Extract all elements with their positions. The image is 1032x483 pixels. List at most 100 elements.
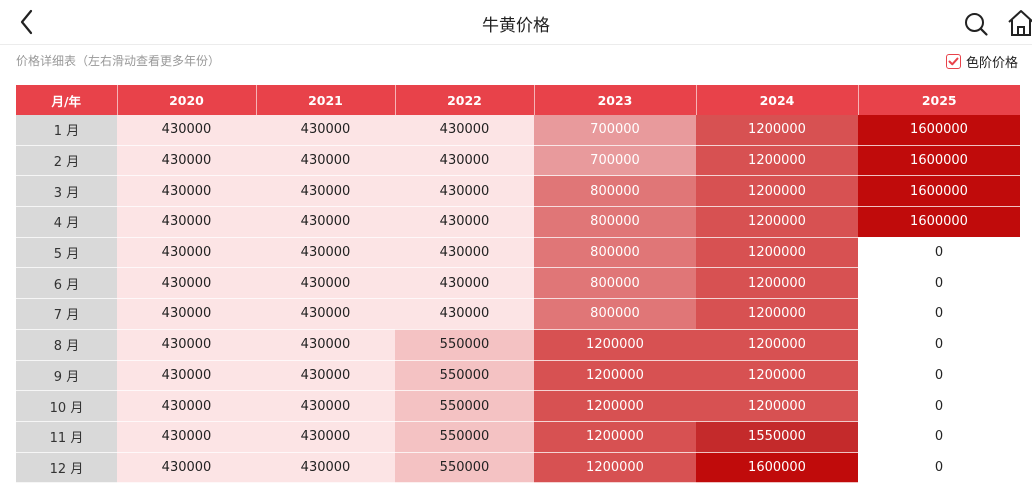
price-cell: 1600000 bbox=[858, 145, 1020, 177]
price-cell: 550000 bbox=[395, 421, 534, 453]
price-cell: 430000 bbox=[117, 329, 256, 361]
price-cell: 700000 bbox=[534, 145, 696, 177]
price-cell: 430000 bbox=[117, 421, 256, 453]
price-cell: 1600000 bbox=[696, 452, 858, 483]
price-cell: 430000 bbox=[117, 206, 256, 238]
price-cell: 550000 bbox=[395, 329, 534, 361]
search-button[interactable] bbox=[962, 10, 990, 38]
color-scale-checkbox[interactable] bbox=[946, 53, 961, 69]
price-cell: 1200000 bbox=[696, 360, 858, 392]
price-cell: 430000 bbox=[117, 360, 256, 392]
price-cell: 1200000 bbox=[696, 145, 858, 177]
month-cell: 9 月 bbox=[16, 360, 117, 392]
price-cell: 430000 bbox=[117, 115, 256, 146]
year-header: 2023 bbox=[534, 85, 697, 115]
table-header-row: 月/年 2020 2021 2022 2023 2024 2025 bbox=[16, 85, 1020, 115]
chevron-left-icon bbox=[20, 9, 33, 35]
home-button[interactable] bbox=[1006, 8, 1032, 38]
price-cell: 800000 bbox=[534, 237, 696, 269]
month-cell: 3 月 bbox=[16, 175, 117, 208]
price-cell: 430000 bbox=[117, 175, 256, 208]
price-cell: 0 bbox=[858, 237, 1020, 269]
price-cell: 1200000 bbox=[534, 390, 696, 422]
month-cell: 11 月 bbox=[16, 421, 117, 453]
month-cell: 7 月 bbox=[16, 298, 117, 330]
price-cell: 1600000 bbox=[858, 175, 1020, 208]
back-button[interactable] bbox=[14, 6, 42, 38]
table-row: 3 月 430000 430000 430000 800000 1200000 160000… bbox=[16, 175, 1020, 208]
price-cell: 430000 bbox=[117, 237, 256, 269]
table-row: 10 月 430000 430000 550000 1200000 1200000 0 bbox=[16, 390, 1020, 422]
year-header: 2022 bbox=[395, 85, 535, 115]
corner-header: 月/年 bbox=[16, 85, 118, 115]
price-cell: 430000 bbox=[395, 267, 534, 300]
price-cell: 550000 bbox=[395, 452, 534, 483]
price-cell: 550000 bbox=[395, 360, 534, 392]
table-row: 9 月 430000 430000 550000 1200000 1200000 0 bbox=[16, 360, 1020, 392]
table-row: 5 月 430000 430000 430000 800000 1200000 0 bbox=[16, 237, 1020, 269]
price-cell: 430000 bbox=[395, 298, 534, 330]
table-row: 12 月 430000 430000 550000 1200000 1600000 0 bbox=[16, 452, 1020, 483]
price-cell: 0 bbox=[858, 390, 1020, 422]
month-cell: 1 月 bbox=[16, 115, 117, 146]
price-cell: 430000 bbox=[395, 115, 534, 146]
price-cell: 550000 bbox=[395, 390, 534, 422]
price-cell: 430000 bbox=[256, 390, 395, 422]
table-row: 2 月 430000 430000 430000 700000 1200000 160000… bbox=[16, 145, 1020, 177]
home-icon bbox=[1008, 10, 1032, 36]
year-header: 2024 bbox=[696, 85, 859, 115]
price-cell: 430000 bbox=[256, 298, 395, 330]
price-cell: 430000 bbox=[395, 145, 534, 177]
table-row: 8 月 430000 430000 550000 1200000 1200000 0 bbox=[16, 329, 1020, 361]
table-row: 11 月 430000 430000 550000 1200000 1550000 0 bbox=[16, 421, 1020, 453]
price-cell: 430000 bbox=[256, 175, 395, 208]
year-header: 2021 bbox=[256, 85, 396, 115]
table-row: 1 月 430000 430000 430000 700000 1200000 160000… bbox=[16, 115, 1020, 146]
check-icon bbox=[948, 57, 959, 65]
price-cell: 1200000 bbox=[696, 390, 858, 422]
price-cell: 0 bbox=[858, 452, 1020, 483]
price-cell: 1550000 bbox=[696, 421, 858, 453]
price-cell: 430000 bbox=[395, 237, 534, 269]
price-cell: 1200000 bbox=[696, 298, 858, 330]
price-cell: 1200000 bbox=[696, 329, 858, 361]
price-cell: 1200000 bbox=[696, 237, 858, 269]
price-cell: 430000 bbox=[117, 267, 256, 300]
price-cell: 430000 bbox=[395, 206, 534, 238]
price-cell: 1200000 bbox=[534, 329, 696, 361]
price-cell: 800000 bbox=[534, 175, 696, 208]
year-header: 2025 bbox=[858, 85, 1020, 115]
price-cell: 430000 bbox=[395, 175, 534, 208]
price-cell: 1200000 bbox=[696, 115, 858, 146]
price-cell: 1200000 bbox=[696, 175, 858, 208]
price-cell: 430000 bbox=[256, 267, 395, 300]
price-cell: 1200000 bbox=[696, 206, 858, 238]
price-cell: 1200000 bbox=[534, 452, 696, 483]
price-cell: 0 bbox=[858, 329, 1020, 361]
price-cell: 430000 bbox=[256, 421, 395, 453]
table-row: 4 月 430000 430000 430000 800000 1200000 160000… bbox=[16, 206, 1020, 238]
color-scale-label: 色阶价格 bbox=[966, 55, 1019, 71]
month-cell: 12 月 bbox=[16, 452, 117, 483]
price-cell: 800000 bbox=[534, 206, 696, 238]
month-cell: 8 月 bbox=[16, 329, 117, 361]
month-cell: 10 月 bbox=[16, 390, 117, 422]
price-cell: 430000 bbox=[117, 298, 256, 330]
top-bar: 牛黄价格 bbox=[0, 0, 1032, 45]
price-cell: 1600000 bbox=[858, 115, 1020, 146]
price-cell: 800000 bbox=[534, 298, 696, 330]
page-title: 牛黄价格 bbox=[482, 16, 550, 36]
price-cell: 1200000 bbox=[534, 421, 696, 453]
price-cell: 430000 bbox=[256, 329, 395, 361]
price-cell: 0 bbox=[858, 421, 1020, 453]
price-cell: 430000 bbox=[256, 145, 395, 177]
price-cell: 430000 bbox=[256, 452, 395, 483]
price-table: 月/年 2020 2021 2022 2023 2024 2025 1 月 430… bbox=[16, 85, 1020, 483]
table-caption: 价格详细表（左右滑动查看更多年份） bbox=[16, 54, 221, 68]
price-cell: 430000 bbox=[117, 390, 256, 422]
month-cell: 5 月 bbox=[16, 237, 117, 269]
month-cell: 4 月 bbox=[16, 206, 117, 238]
color-scale-toggle[interactable]: 色阶价格 bbox=[946, 51, 1018, 71]
price-cell: 1200000 bbox=[534, 360, 696, 392]
price-cell: 0 bbox=[858, 267, 1020, 300]
